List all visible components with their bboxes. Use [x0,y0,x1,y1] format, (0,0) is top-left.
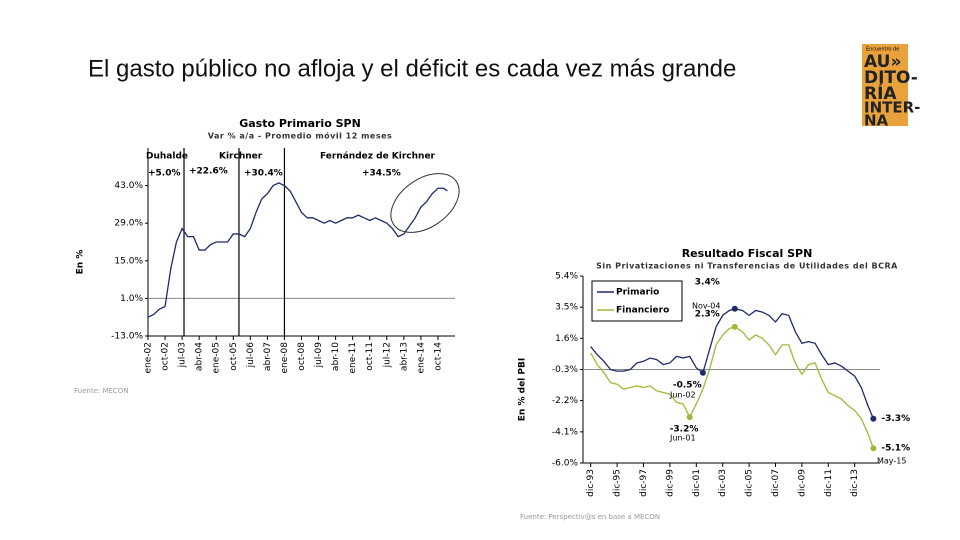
x-tick-label: oct-02 [161,342,171,371]
x-tick-label: dic-93 [586,469,596,497]
annotation: +30.4% [244,169,283,179]
x-tick-label: dic-01 [692,469,702,497]
logo-line: INTER- [864,99,920,117]
x-tick-label: dic-95 [613,469,623,497]
data-label: 3.4% [695,277,720,287]
annotation: +5.0% [148,169,181,179]
x-tick-label: abr-04 [195,342,205,371]
y-tick-label: 29.0% [114,219,143,229]
source: Fuente: MECON [74,387,129,395]
highlight-ellipse [390,173,460,233]
y-tick-label: 15.0% [114,256,143,266]
legend-label: Financiero [616,306,669,316]
logo-line: AU» [864,52,901,72]
x-tick-label: oct-11 [365,342,375,371]
chart-title: Resultado Fiscal SPN [682,247,813,260]
annotation: Jun-01 [669,434,696,443]
legend-box [591,280,683,322]
x-tick-label: dic-09 [797,469,807,497]
highlight-point [870,415,877,422]
x-tick-label: dic-05 [745,469,755,497]
y-tick-label: 1.0% [120,294,143,304]
line-series [590,308,874,419]
line-series [590,326,875,449]
highlight-point [731,305,738,312]
annotation: Kirchner [219,152,263,162]
x-tick-label: jul-09 [314,342,324,369]
logo-line: RÍA [864,82,897,104]
y-tick-label: 5.4% [555,272,578,282]
y-tick-label: 43.0% [114,181,143,191]
chart-subtitle: Sin Privatizaciones ni Transferencias de… [596,262,898,271]
data-label: 2.3% [695,309,720,319]
highlight-point [870,445,877,452]
x-tick-label: oct-14 [433,342,443,371]
data-label: -3.2% [670,425,699,435]
y-tick-label: -0.3% [552,365,579,375]
annotation: May-15 [877,457,906,466]
x-tick-label: dic-99 [665,469,675,497]
data-label: -3.3% [881,414,910,424]
logo-bg [862,44,908,126]
x-tick-label: abr-13 [399,342,409,371]
x-tick-label: ene-11 [348,342,358,373]
annotation: Jun-02 [669,391,696,400]
slide-title: El gasto público no afloja y el déficit … [88,55,736,82]
data-label: -0.5% [673,380,702,390]
x-tick-label: dic-11 [824,469,834,497]
x-tick-label: dic-03 [718,469,728,497]
x-tick-label: dic-97 [639,469,649,497]
highlight-point [699,369,706,376]
chart-subtitle: Var % a/a - Promedio móvil 12 meses [208,131,393,141]
y-tick-label: 1.6% [555,334,578,344]
x-tick-label: jul-12 [382,342,392,368]
legend-label: Primario [616,288,659,298]
logo-line: NA [864,112,889,130]
x-tick-label: dic-13 [850,469,860,497]
x-tick-label: ene-14 [416,342,426,374]
y-tick-label: -13.0% [111,332,143,342]
x-tick-label: ene-02 [144,342,154,373]
x-tick-label: abr-10 [331,342,341,371]
y-tick-label: 3.5% [555,303,578,313]
annotation: Nov-04 [692,302,720,311]
data-label: -5.1% [881,444,910,454]
logo-line: DITO- [864,68,918,88]
y-axis-label: En % del PBI [518,358,528,421]
highlight-point [686,414,693,421]
x-tick-label: ene-08 [280,342,290,374]
annotation: +22.6% [189,167,228,177]
annotation: +34.5% [362,169,401,179]
highlight-point [731,323,738,330]
logo-top: Encuentro de [866,47,899,53]
x-tick-label: oct-05 [229,342,239,371]
y-tick-label: -2.2% [552,396,579,406]
annotation: Fernández de Kirchner [320,152,436,162]
annotation: Duhalde [146,152,188,162]
y-axis-label: En % [76,250,86,275]
x-tick-label: jul-03 [178,342,188,368]
chart-title: Gasto Primario SPN [239,117,361,130]
x-tick-label: abr-07 [263,342,273,371]
line-series [147,182,448,318]
logo: Encuentro de AU» DITO- RÍA INTER- NA [862,44,920,130]
x-tick-label: oct-08 [297,342,307,371]
source: Fuente: Perspectiv@s en base a MECON [520,513,660,521]
x-tick-label: dic-07 [771,469,781,497]
x-tick-label: ene-05 [212,342,222,373]
x-tick-label: jul-06 [246,342,256,369]
y-tick-label: -4.1% [552,427,579,437]
y-tick-label: -6.0% [552,459,579,469]
